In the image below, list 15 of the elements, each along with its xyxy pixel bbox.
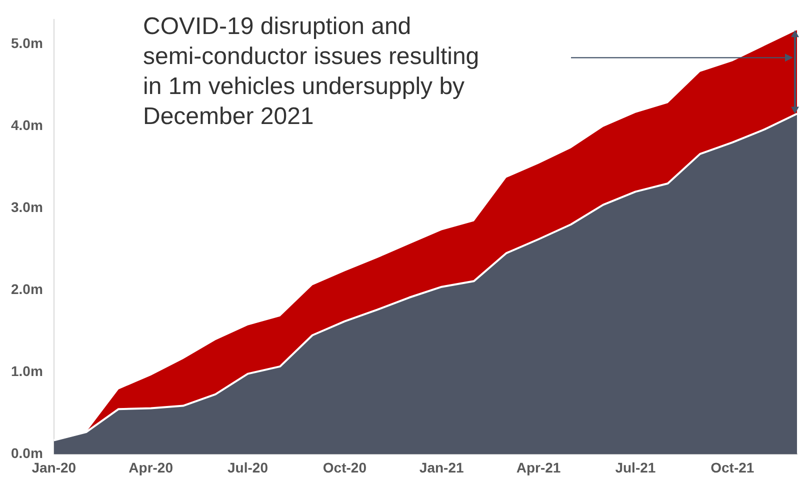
y-tick-label: 2.0m <box>10 280 43 297</box>
x-tick-label: Jul-21 <box>615 459 656 476</box>
x-tick-label: Oct-20 <box>322 459 367 476</box>
x-tick-label: Apr-20 <box>128 459 174 476</box>
y-tick-label: 3.0m <box>10 198 43 215</box>
y-tick-label: 5.0m <box>10 34 43 51</box>
y-tick-label: 1.0m <box>10 363 43 380</box>
y-tick-label: 4.0m <box>10 116 43 133</box>
x-tick-label: Apr-21 <box>516 459 561 476</box>
x-tick-label: Jan-21 <box>419 459 464 476</box>
text: COVID-19 disruption and semi-conductor issues resulting in 1m vehicles undersupply by December 2021 <box>143 13 480 130</box>
x-tick-label: Jan-20 <box>32 459 76 476</box>
x-tick-label: Jul-20 <box>228 459 268 476</box>
x-tick-label: Oct-21 <box>710 459 754 476</box>
y-tick-label: 0.0m <box>10 445 43 462</box>
